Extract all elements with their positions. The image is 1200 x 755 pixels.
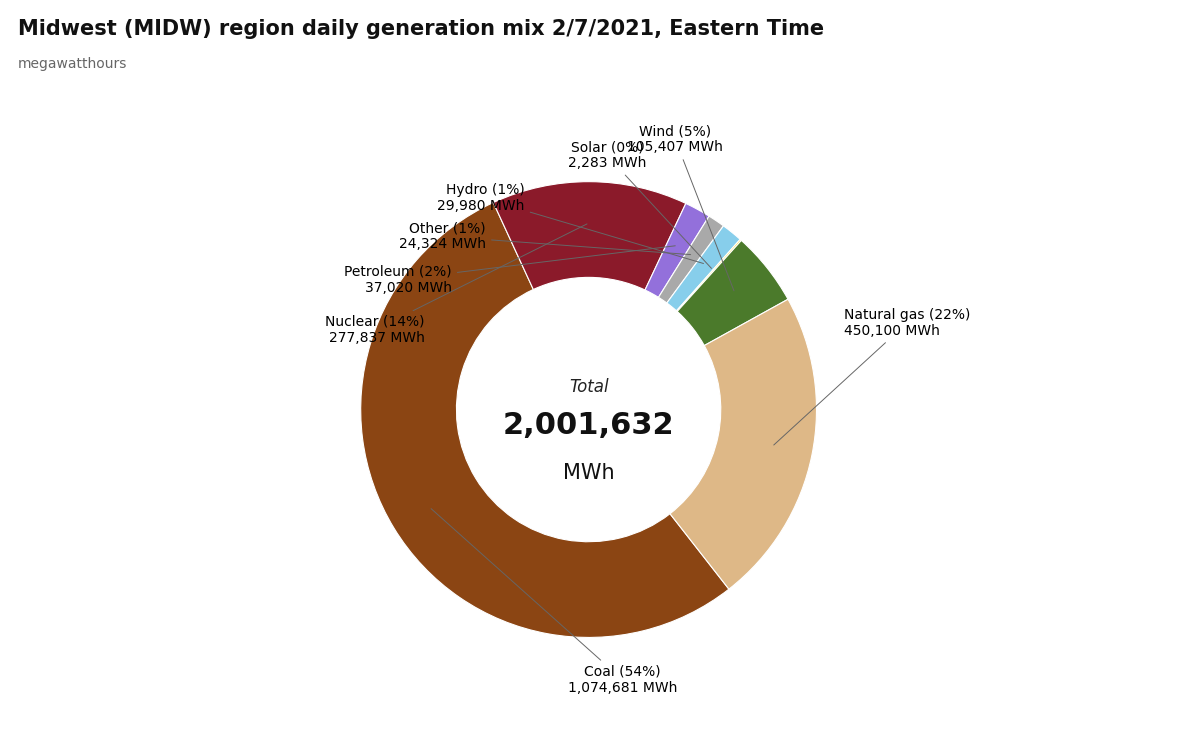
Wedge shape (667, 226, 740, 311)
Text: Other (1%)
24,324 MWh: Other (1%) 24,324 MWh (400, 221, 691, 254)
Text: Nuclear (14%)
277,837 MWh: Nuclear (14%) 277,837 MWh (325, 224, 587, 345)
Wedge shape (670, 299, 816, 589)
Wedge shape (644, 203, 709, 297)
Text: 2,001,632: 2,001,632 (503, 411, 674, 440)
Text: Solar (0%)
2,283 MWh: Solar (0%) 2,283 MWh (568, 140, 712, 268)
Text: Wind (5%)
105,407 MWh: Wind (5%) 105,407 MWh (628, 124, 734, 291)
Text: MWh: MWh (563, 464, 614, 483)
Wedge shape (361, 202, 728, 637)
Text: Total: Total (569, 378, 608, 396)
Wedge shape (493, 182, 686, 290)
Text: Hydro (1%)
29,980 MWh: Hydro (1%) 29,980 MWh (438, 183, 703, 263)
Text: megawatthours: megawatthours (18, 57, 127, 71)
Text: Petroleum (2%)
37,020 MWh: Petroleum (2%) 37,020 MWh (344, 246, 676, 294)
Wedge shape (659, 216, 724, 303)
Text: Natural gas (22%)
450,100 MWh: Natural gas (22%) 450,100 MWh (774, 308, 971, 445)
Wedge shape (677, 239, 742, 312)
Wedge shape (677, 240, 788, 346)
Text: Coal (54%)
1,074,681 MWh: Coal (54%) 1,074,681 MWh (431, 509, 678, 695)
Text: Midwest (MIDW) region daily generation mix 2/7/2021, Eastern Time: Midwest (MIDW) region daily generation m… (18, 19, 824, 39)
